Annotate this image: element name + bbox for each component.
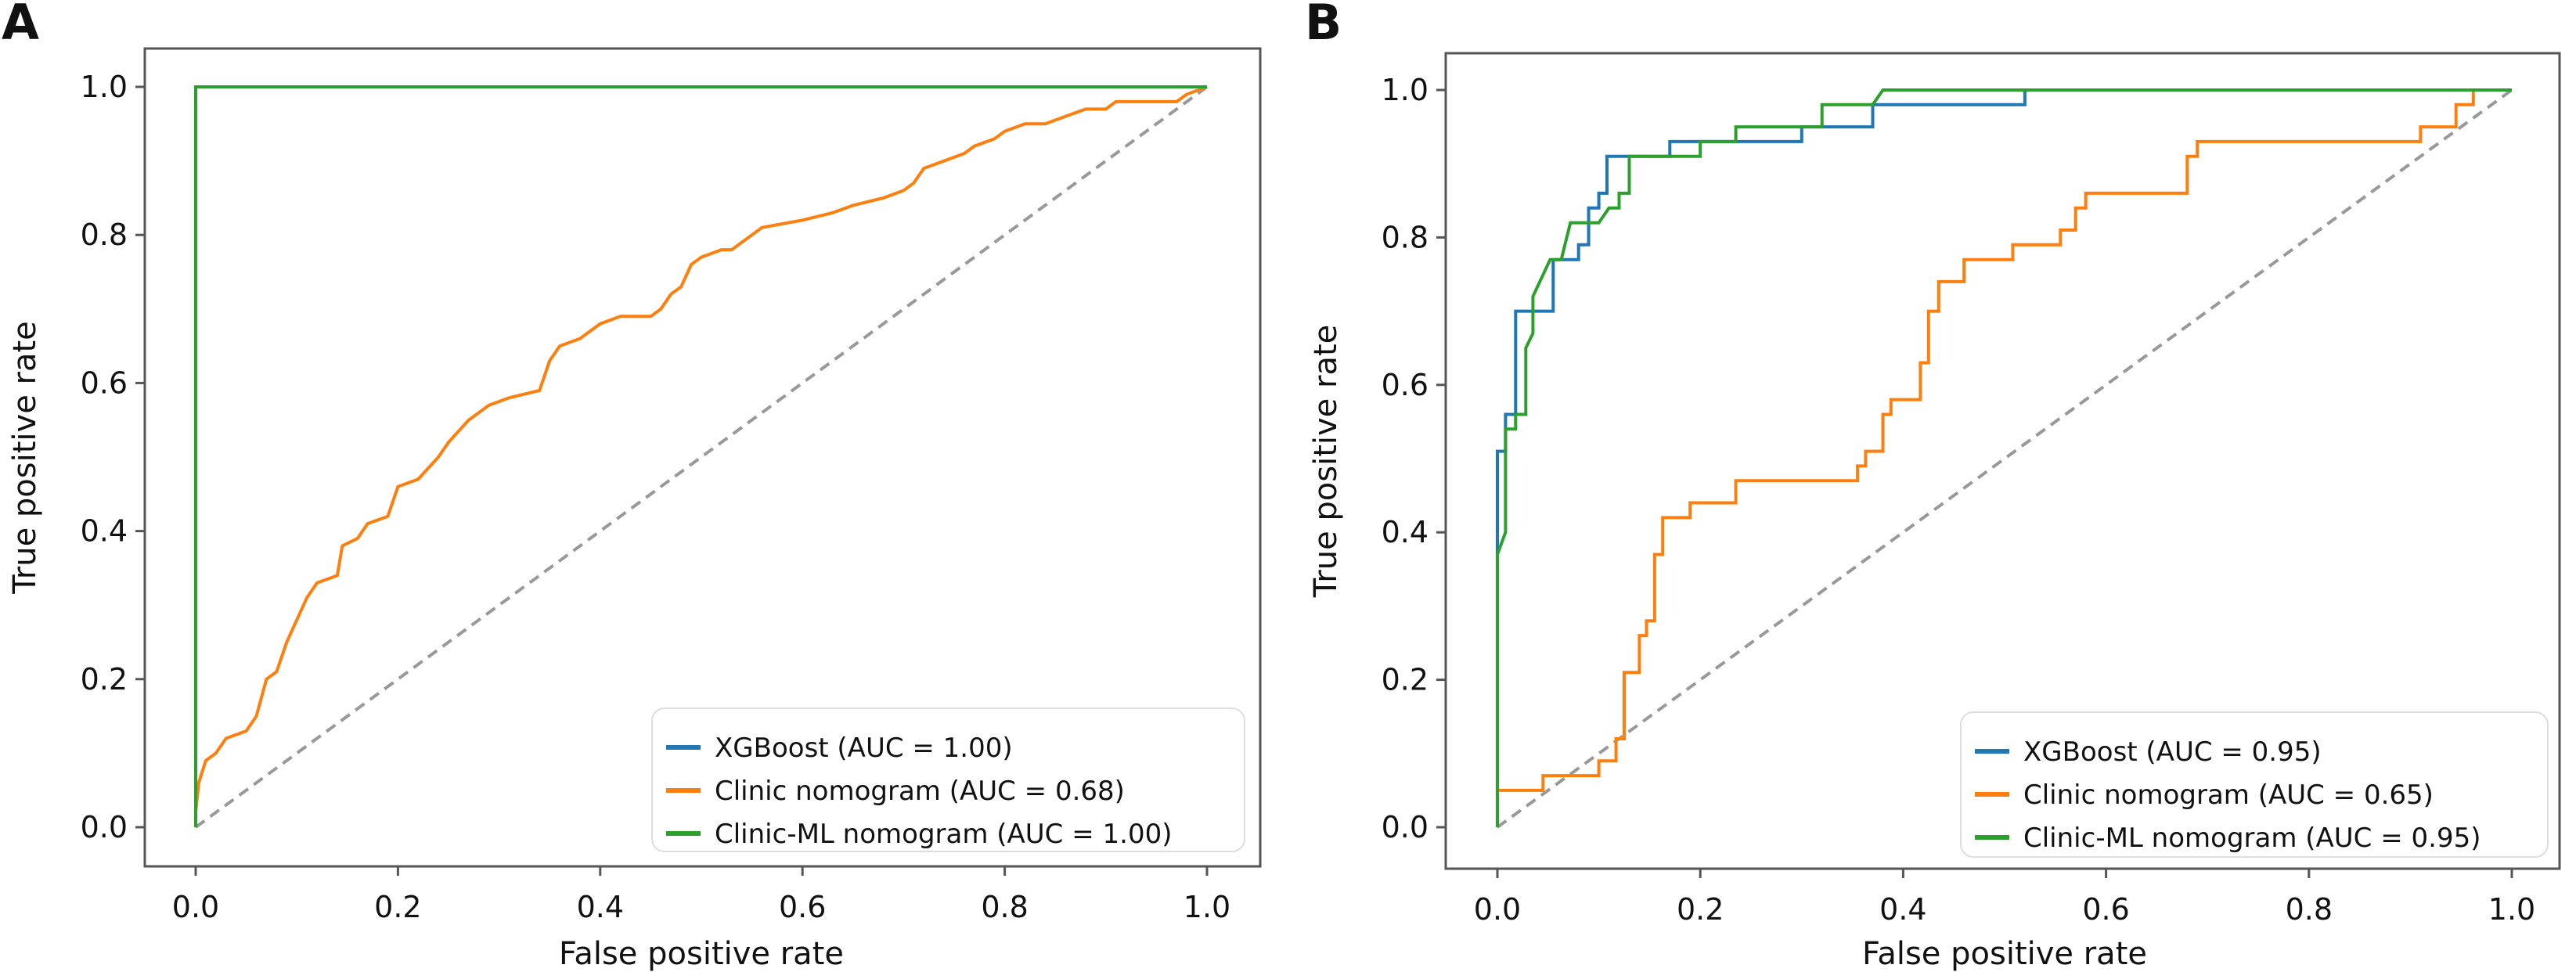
panel-letter: B <box>1305 0 1342 51</box>
y-tick-label: 0.8 <box>81 218 128 252</box>
legend-label-clinic-ml-nomogram: Clinic-ML nomogram (AUC = 1.00) <box>715 819 1173 850</box>
y-axis-label: True positive rate <box>1308 325 1344 599</box>
x-tick-label: 0.0 <box>172 890 219 924</box>
y-tick-label: 1.0 <box>81 70 128 104</box>
legend-label-xgboost: XGBoost (AUC = 0.95) <box>2023 736 2322 768</box>
y-tick-label: 0.4 <box>1382 515 1429 549</box>
y-tick-label: 0.8 <box>1382 220 1429 254</box>
y-tick-label: 0.2 <box>81 662 128 697</box>
x-tick-label: 0.0 <box>1474 892 1521 927</box>
y-tick-label: 0.6 <box>81 365 128 400</box>
legend-label-clinic-ml-nomogram: Clinic-ML nomogram (AUC = 0.95) <box>2023 823 2481 854</box>
legend: XGBoost (AUC = 1.00) Clinic nomogram (AUC… <box>651 707 1245 852</box>
x-tick-label: 0.8 <box>981 890 1028 924</box>
legend-label-xgboost: XGBoost (AUC = 1.00) <box>715 733 1013 764</box>
x-tick-label: 0.8 <box>2286 892 2333 927</box>
y-axis-label: True positive rate <box>7 321 43 595</box>
chance-diagonal-line <box>1496 88 2513 829</box>
x-tick-label: 0.2 <box>374 890 421 924</box>
legend: XGBoost (AUC = 0.95) Clinic nomogram (AUC… <box>1960 711 2549 858</box>
roc-curve-xgboost <box>1496 88 2512 827</box>
y-tick-label: 0.6 <box>1382 368 1429 402</box>
legend-box <box>651 707 1245 852</box>
y-tick-label: 0.0 <box>1382 810 1429 844</box>
x-axis: 0.0 0.2 0.4 0.6 0.8 1.0 <box>1474 869 2535 927</box>
x-tick-label: 0.4 <box>1879 892 1926 927</box>
y-axis: 0.0 0.2 0.4 0.6 0.8 1.0 <box>81 70 145 844</box>
x-tick-label: 1.0 <box>2488 892 2535 927</box>
panel-letter: A <box>2 0 39 51</box>
x-tick-label: 0.4 <box>577 890 624 924</box>
x-tick-label: 0.6 <box>779 890 826 924</box>
chance-diagonal-line <box>194 85 1209 829</box>
y-tick-label: 0.0 <box>81 810 128 844</box>
x-axis-label: False positive rate <box>1862 936 2147 972</box>
y-tick-label: 1.0 <box>1382 73 1429 107</box>
x-axis: 0.0 0.2 0.4 0.6 0.8 1.0 <box>172 866 1230 924</box>
y-tick-label: 0.4 <box>81 514 128 549</box>
x-tick-label: 0.6 <box>2082 892 2129 927</box>
roc-curve-clinic-nomogram <box>1496 88 2512 827</box>
legend-label-clinic-nomogram: Clinic nomogram (AUC = 0.68) <box>715 776 1125 807</box>
x-tick-label: 1.0 <box>1184 890 1230 924</box>
legend-label-clinic-nomogram: Clinic nomogram (AUC = 0.65) <box>2023 779 2434 811</box>
roc-curve-clinic-nomogram <box>194 85 1208 827</box>
roc-curve-clinic-ml-nomogram <box>1496 88 2512 827</box>
legend-box <box>1960 711 2549 858</box>
x-axis-label: False positive rate <box>559 936 844 972</box>
y-tick-label: 0.2 <box>1382 663 1429 697</box>
x-tick-label: 0.2 <box>1677 892 1724 927</box>
y-axis: 0.0 0.2 0.4 0.6 0.8 1.0 <box>1382 73 1446 844</box>
roc-curve-clinic-ml-nomogram <box>194 85 1207 827</box>
panel-a: A 0.0 0.2 0.4 0.6 0.8 1.0 0.0 0.2 0.4 0.6 0.8 1.0 Fal… <box>2 0 1262 972</box>
panel-b: B 0.0 0.2 0.4 0.6 0.8 1.0 0.0 0.2 0.4 0.6 0.8 1.0 Fal… <box>1305 0 2561 972</box>
